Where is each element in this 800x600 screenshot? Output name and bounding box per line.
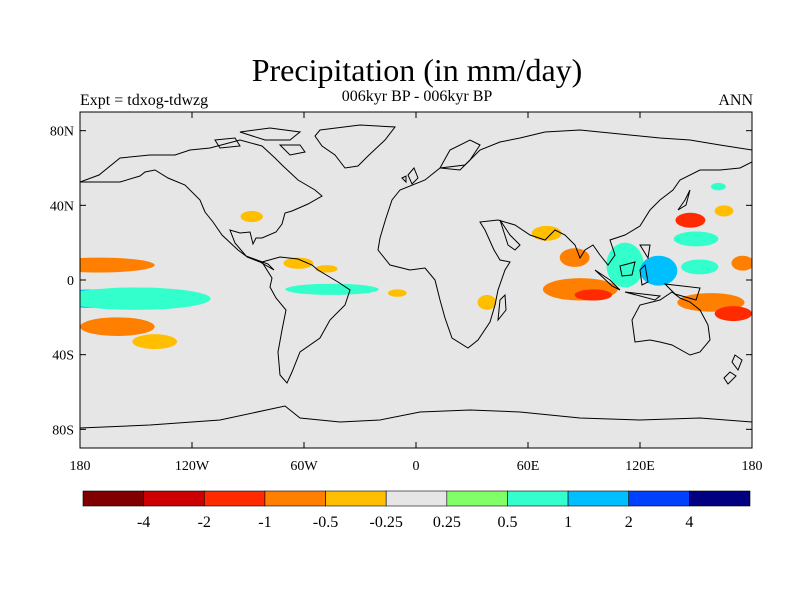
colorbar-label: -0.5: [313, 514, 338, 531]
coast-indonesia: [594, 244, 701, 301]
colorbar-box: [325, 490, 387, 507]
anomaly-patch: [477, 294, 497, 310]
colorbar-box: [446, 490, 508, 507]
coast-madagascar: [497, 293, 507, 322]
colorbar-label: 2: [625, 514, 633, 531]
anomaly-patch: [559, 248, 590, 267]
anomaly-patch: [285, 283, 379, 295]
anomaly-patch: [80, 257, 155, 273]
colorbar-label: 0.25: [433, 514, 461, 531]
colorbar-box: [385, 490, 448, 507]
lon-tick-label: 180: [742, 459, 763, 474]
experiment-label: Expt = tdxog-tdwzg: [80, 92, 209, 109]
anomaly-patch: [714, 306, 752, 322]
coast-antarctica: [80, 405, 752, 429]
coast-south-america: [261, 256, 351, 384]
colorbar-label: -1: [258, 514, 271, 531]
colorbar-label: -2: [198, 514, 211, 531]
colorbar-label: 0.5: [497, 514, 517, 531]
coast-scandinavia: [439, 139, 481, 171]
lon-tick-label: 120E: [625, 459, 655, 474]
lat-tick-label: 80S: [52, 423, 74, 438]
lat-tick-label: 40N: [50, 199, 74, 214]
anomaly-patch: [574, 289, 612, 301]
colorbar-label: -4: [137, 514, 150, 531]
colorbar-box: [143, 490, 205, 507]
anomaly-patch: [675, 212, 706, 228]
colorbar-box: [264, 490, 326, 507]
anomaly-patch: [640, 255, 678, 286]
anomaly-patch: [531, 225, 562, 241]
coast-north-america: [80, 139, 323, 271]
colorbar-box: [567, 490, 630, 507]
coast-greenland: [314, 124, 396, 169]
coast-arctic-islands: [214, 127, 306, 156]
axis-ticks: 80N 40N 0 40S 80S 180 120W 60W 0 60E 120E 180: [50, 112, 763, 474]
map-subtitle: 006kyr BP - 006kyr BP: [341, 88, 493, 105]
colorbar-box: [689, 490, 751, 507]
colorbar-box: [203, 490, 266, 507]
colorbar-label: 4: [685, 514, 693, 531]
anomaly-patch: [681, 259, 719, 275]
colorbar: -4 -2 -1 -0.5 -0.25 0.25 0.5 1 2 4: [82, 490, 751, 531]
lat-tick-label: 40S: [52, 349, 74, 364]
coast-arabia: [499, 219, 521, 251]
lat-tick-label: 80N: [50, 125, 74, 140]
map-background: [80, 112, 752, 448]
anomaly-patch: [388, 289, 407, 297]
coast-new-zealand: [723, 354, 743, 385]
anomaly-patch: [315, 265, 338, 273]
lat-tick-label: 0: [67, 274, 74, 289]
lon-tick-label: 120W: [175, 459, 210, 474]
colorbar-label: 1: [564, 514, 572, 531]
anomaly-layer: [80, 182, 752, 350]
lon-tick-label: 180: [70, 459, 91, 474]
anomaly-patch: [731, 255, 752, 271]
season-label: ANN: [718, 92, 753, 109]
coast-australia: [631, 291, 711, 356]
anomaly-patch: [80, 317, 155, 336]
coast-japan: [677, 189, 691, 211]
lon-tick-label: 0: [413, 459, 420, 474]
lon-tick-label: 60E: [517, 459, 540, 474]
colorbar-box: [82, 490, 144, 507]
anomaly-patch: [714, 205, 734, 217]
anomaly-patch: [80, 287, 211, 310]
map-title: Precipitation (in mm/day): [251, 52, 583, 88]
coastlines: [80, 124, 752, 429]
colorbar-label: -0.25: [370, 514, 403, 531]
anomaly-patch: [673, 231, 719, 247]
anomaly-patch: [132, 334, 178, 350]
anomaly-patch: [283, 257, 314, 269]
colorbar-box: [628, 490, 690, 507]
colorbar-box: [507, 490, 569, 507]
anomaly-patch: [240, 210, 263, 223]
lon-tick-label: 60W: [290, 459, 318, 474]
anomaly-patch: [710, 182, 726, 191]
coast-afro-eurasia: [377, 129, 752, 349]
coast-british-isles: [401, 167, 419, 185]
